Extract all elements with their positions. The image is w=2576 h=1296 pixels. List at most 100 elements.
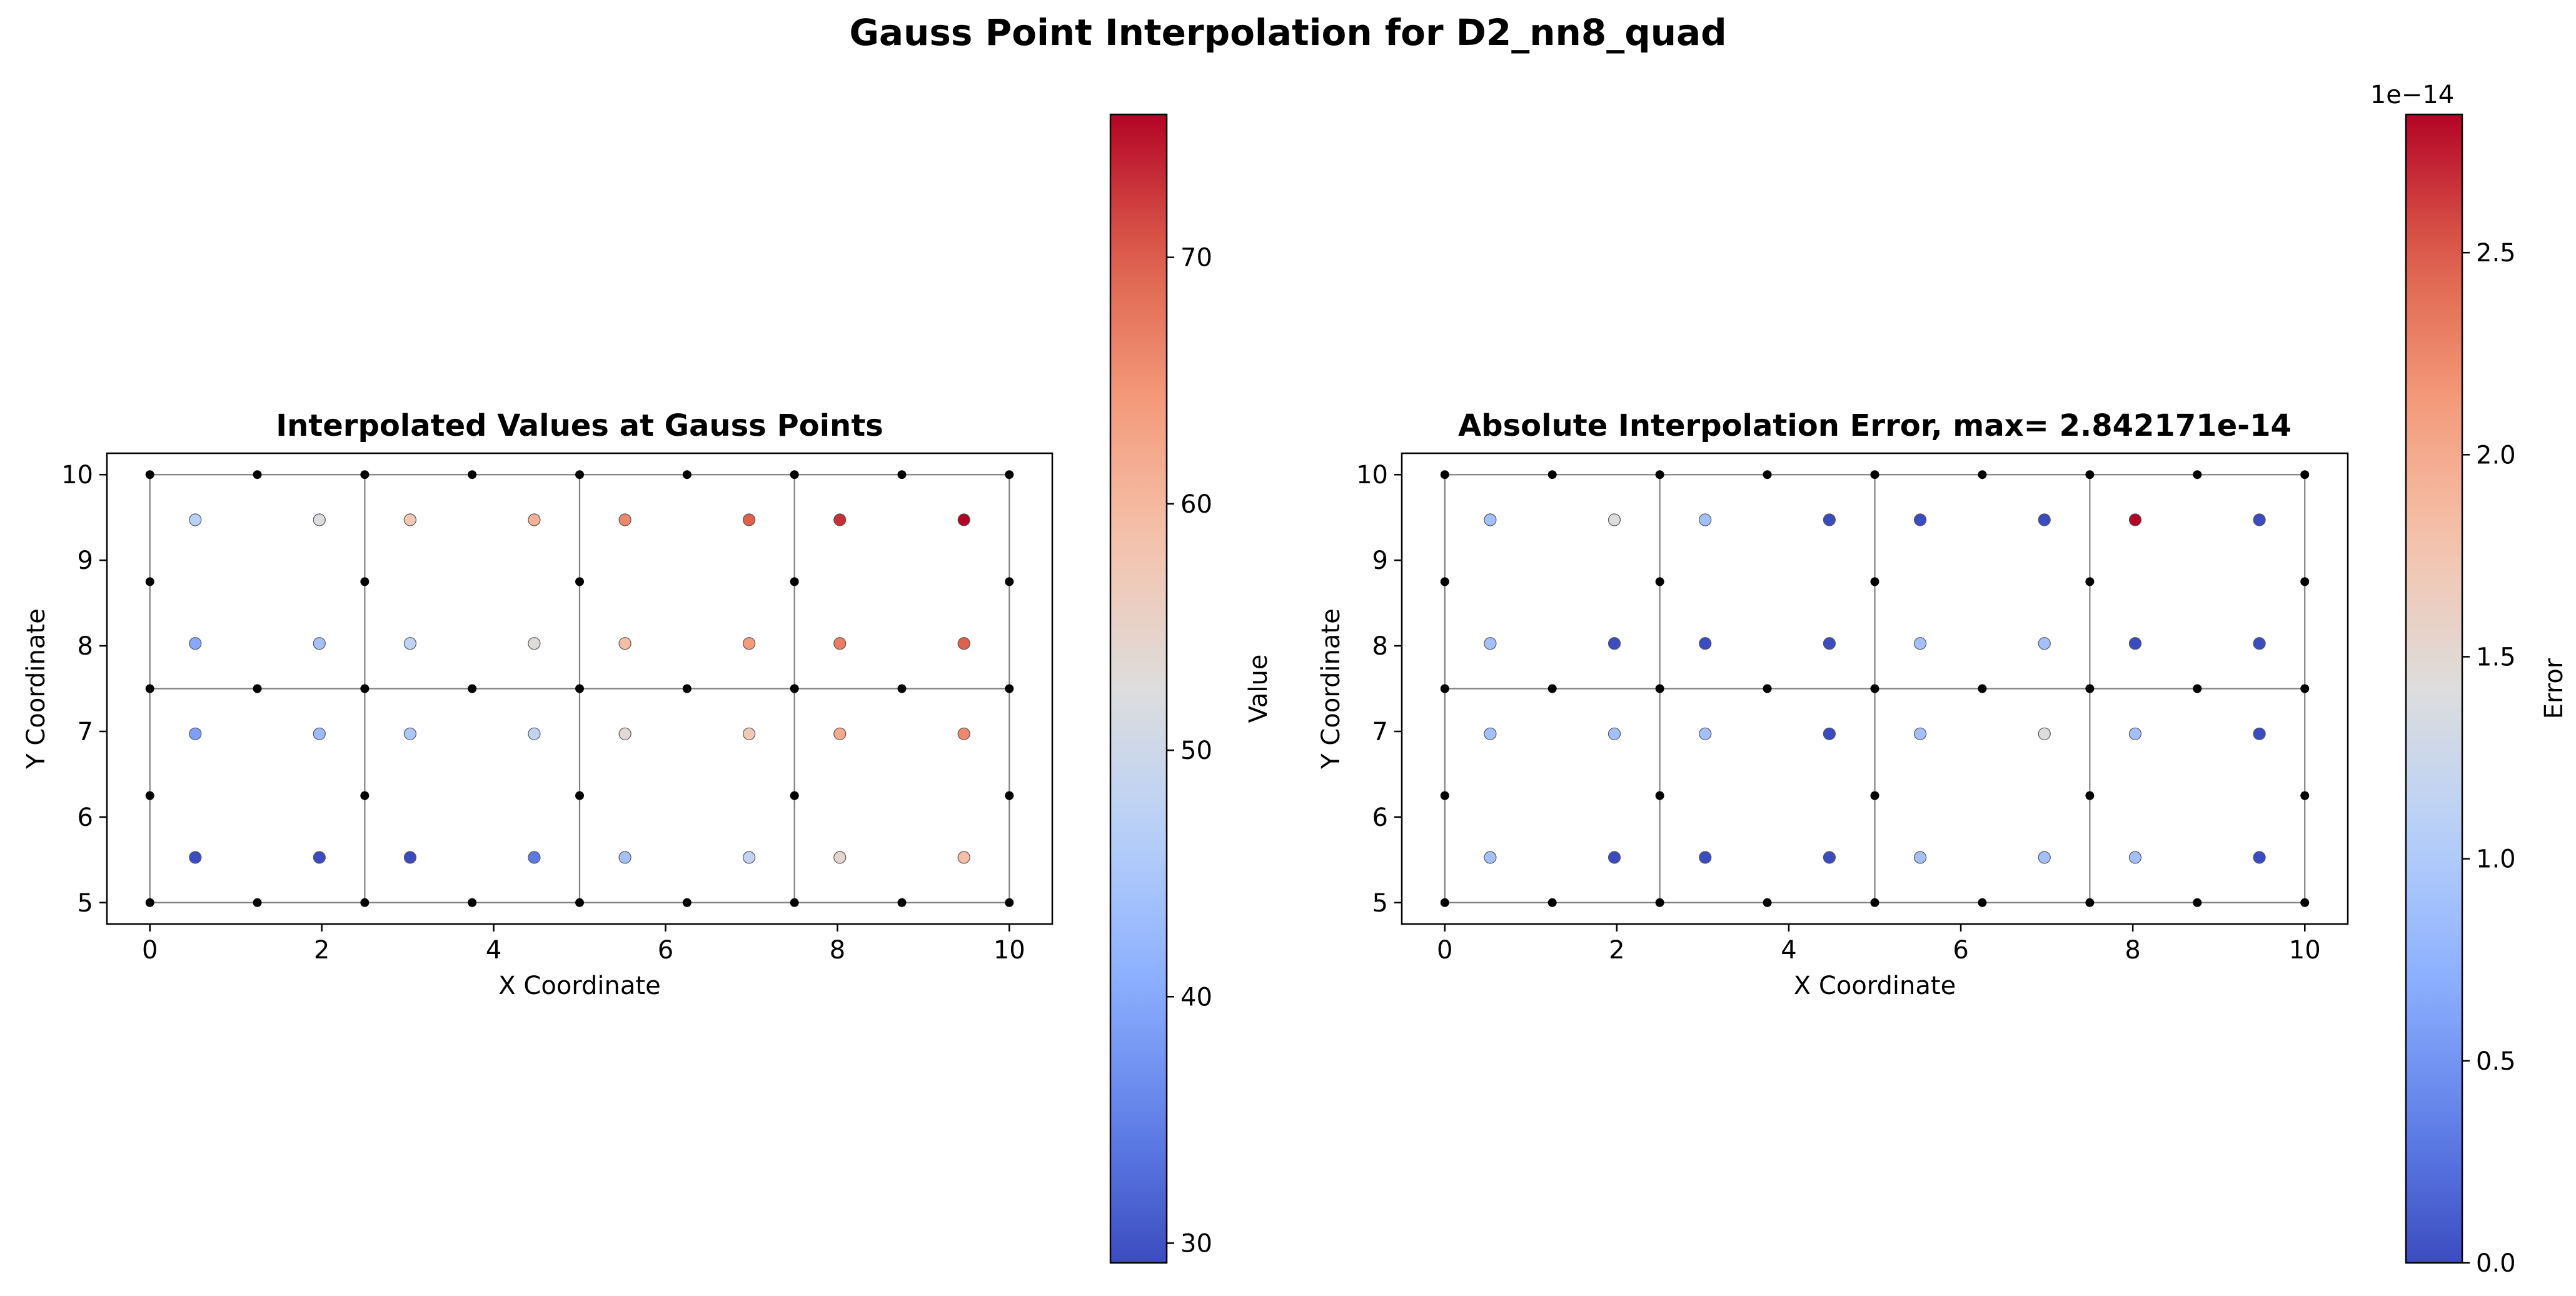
mesh-node <box>2300 684 2310 693</box>
colorbar-tick-label: 40 <box>1180 983 1212 1012</box>
x-tick-label: 4 <box>1781 936 1796 965</box>
gauss-point <box>1914 727 1927 740</box>
gauss-point <box>403 513 417 526</box>
mesh-node <box>1440 791 1449 800</box>
mesh-node <box>575 684 584 693</box>
mesh-node <box>1440 577 1449 586</box>
gauss-point <box>1484 727 1497 740</box>
mesh-node <box>1547 898 1557 907</box>
y-tick-label: 10 <box>61 461 93 490</box>
colorbar-gradient <box>1110 114 1167 1263</box>
gauss-point <box>2253 513 2266 526</box>
mesh-node <box>1005 684 1014 693</box>
gauss-point <box>1607 513 1621 526</box>
mesh-node <box>1440 684 1449 693</box>
colorbar-tick-label: 60 <box>1180 490 1212 519</box>
mesh-node <box>1005 577 1014 586</box>
mesh-node <box>468 898 477 907</box>
mesh-node <box>1440 898 1449 907</box>
mesh-node <box>1978 470 1987 480</box>
mesh-node <box>145 898 154 907</box>
mesh-node <box>360 470 370 480</box>
mesh-node <box>2300 470 2310 480</box>
gauss-point <box>403 727 417 740</box>
gauss-point <box>1607 637 1621 650</box>
mesh-node <box>1005 898 1014 907</box>
gauss-point <box>742 727 756 740</box>
y-axis-label: Y Coordinate <box>22 608 51 769</box>
gauss-point <box>742 513 756 526</box>
gauss-point <box>618 513 631 526</box>
gauss-point <box>1914 851 1927 864</box>
mesh-node <box>1870 577 1879 586</box>
colorbar-tick-label: 0.5 <box>2476 1047 2516 1076</box>
gauss-point <box>313 851 326 864</box>
gauss-point <box>189 513 202 526</box>
mesh-node <box>145 577 154 586</box>
y-tick-label: 8 <box>78 632 93 661</box>
gauss-point <box>833 727 847 740</box>
gauss-point <box>1484 851 1497 864</box>
gauss-point <box>1484 637 1497 650</box>
mesh-node <box>1655 898 1664 907</box>
mesh-node <box>1763 898 1772 907</box>
mesh-node <box>575 898 584 907</box>
mesh-node <box>145 791 154 800</box>
colorbar-label: Value <box>1244 655 1273 723</box>
mesh-node <box>682 684 692 693</box>
x-tick-label: 0 <box>142 936 158 965</box>
mesh-node <box>2300 898 2310 907</box>
mesh-node <box>790 791 799 800</box>
panel-title: Interpolated Values at Gauss Points <box>276 408 883 443</box>
gauss-point <box>313 513 326 526</box>
gauss-point <box>1607 727 1621 740</box>
mesh-node <box>575 791 584 800</box>
gauss-point <box>1823 513 1836 526</box>
mesh-node <box>1547 470 1557 480</box>
gauss-point <box>1699 513 1712 526</box>
gauss-point <box>618 637 631 650</box>
gauss-point <box>528 727 541 740</box>
colorbar-offset-text: 1e−14 <box>2370 81 2454 109</box>
mesh-node <box>360 684 370 693</box>
mesh-node <box>2085 791 2095 800</box>
x-tick-label: 10 <box>2289 936 2321 965</box>
colorbar-tick-label: 30 <box>1180 1229 1212 1258</box>
mesh-node <box>1870 898 1879 907</box>
mesh-node <box>682 470 692 480</box>
gauss-point <box>1699 727 1712 740</box>
mesh-node <box>575 470 584 480</box>
mesh-node <box>2193 898 2202 907</box>
mesh-node <box>253 898 262 907</box>
x-tick-label: 0 <box>1437 936 1452 965</box>
gauss-point <box>403 637 417 650</box>
mesh-node <box>682 898 692 907</box>
colorbar-gradient <box>2406 114 2462 1263</box>
mesh-node <box>790 577 799 586</box>
y-tick-label: 7 <box>1372 718 1388 746</box>
mesh-node <box>575 577 584 586</box>
mesh-node <box>145 684 154 693</box>
gauss-point <box>2128 727 2142 740</box>
gauss-point <box>1699 851 1712 864</box>
gauss-point <box>833 637 847 650</box>
colorbar-tick-label: 2.5 <box>2476 239 2516 268</box>
mesh-node <box>1763 470 1772 480</box>
mesh-node <box>1655 684 1664 693</box>
gauss-point <box>833 851 847 864</box>
mesh-node <box>1547 684 1557 693</box>
y-tick-label: 10 <box>1356 461 1388 490</box>
y-tick-label: 7 <box>78 718 93 746</box>
x-tick-label: 8 <box>2125 936 2140 965</box>
mesh-node <box>2300 791 2310 800</box>
mesh-node <box>790 470 799 480</box>
mesh-node <box>360 577 370 586</box>
gauss-point <box>189 637 202 650</box>
mesh-node <box>1870 684 1879 693</box>
y-tick-label: 9 <box>78 546 93 575</box>
mesh-node <box>2085 898 2095 907</box>
mesh-node <box>360 898 370 907</box>
colorbar-tick-label: 1.5 <box>2476 643 2516 671</box>
y-tick-label: 6 <box>78 803 93 832</box>
